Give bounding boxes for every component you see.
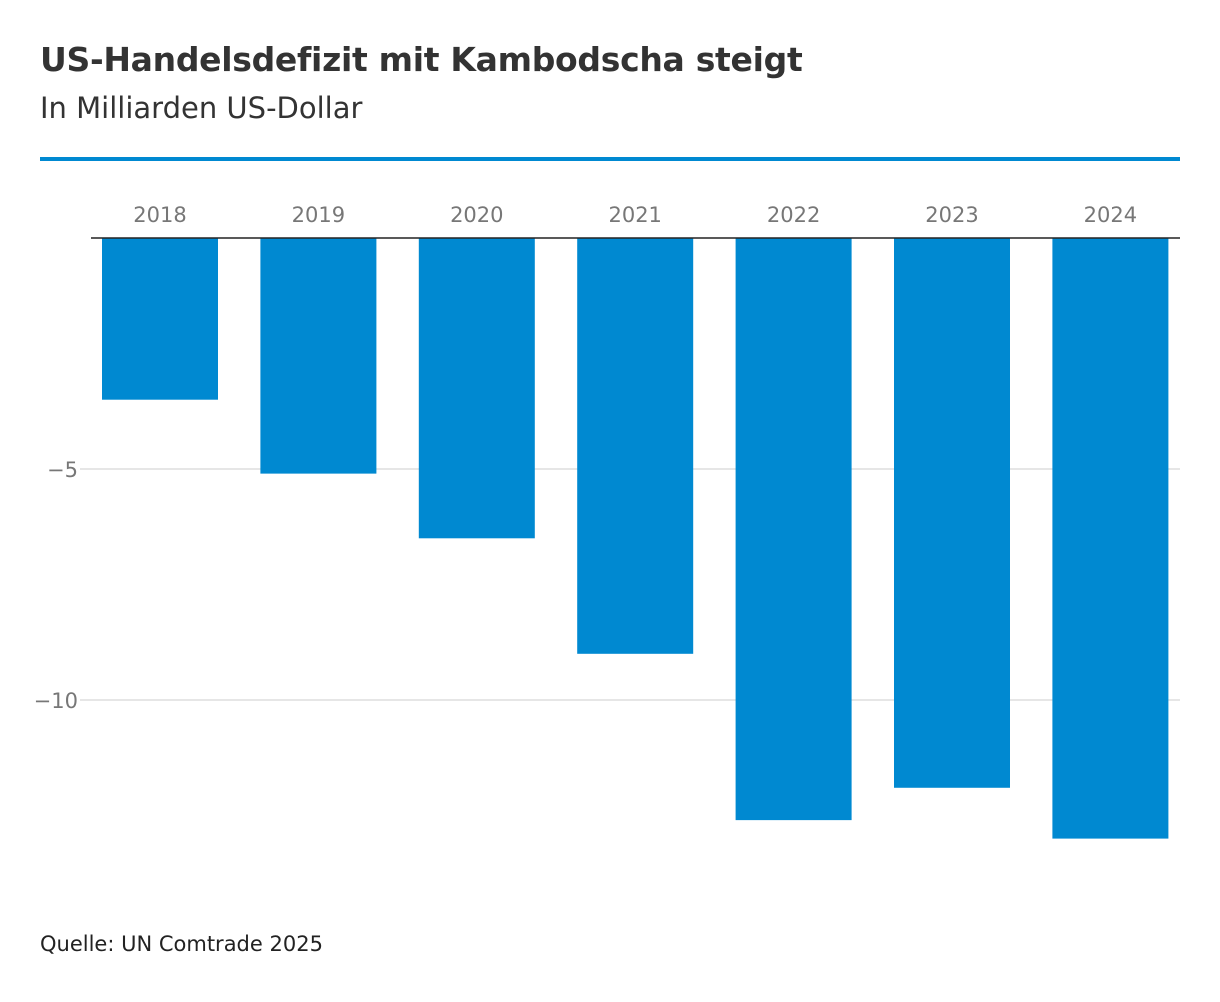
bar-2018 <box>102 238 218 400</box>
source-note: Quelle: UN Comtrade 2025 <box>40 932 323 956</box>
x-tick-label-2024: 2024 <box>1084 203 1137 227</box>
x-tick-label-2018: 2018 <box>133 203 186 227</box>
bar-2024 <box>1052 238 1169 839</box>
x-tick-label-2023: 2023 <box>925 203 978 227</box>
y-tick-label-0: −5 <box>47 458 78 482</box>
bar-2022 <box>735 238 852 821</box>
chart-subtitle: In Milliarden US-Dollar <box>40 91 363 125</box>
bar-2020 <box>418 238 535 539</box>
bars <box>102 238 1169 839</box>
bar-2021 <box>577 238 694 654</box>
y-tick-labels: −5 −10 <box>34 458 78 713</box>
x-tick-labels: 2018 2019 2020 2021 2022 2023 2024 <box>133 203 1137 227</box>
x-tick-label-2019: 2019 <box>292 203 345 227</box>
x-tick-label-2020: 2020 <box>450 203 503 227</box>
chart-title: US-Handelsdefizit mit Kambodscha steigt <box>40 40 803 79</box>
x-tick-label-2021: 2021 <box>608 203 661 227</box>
bar-2023 <box>894 238 1010 788</box>
bar-2019 <box>260 238 377 474</box>
y-tick-label-1: −10 <box>34 689 78 713</box>
title-divider <box>40 157 1180 161</box>
x-tick-label-2022: 2022 <box>767 203 820 227</box>
